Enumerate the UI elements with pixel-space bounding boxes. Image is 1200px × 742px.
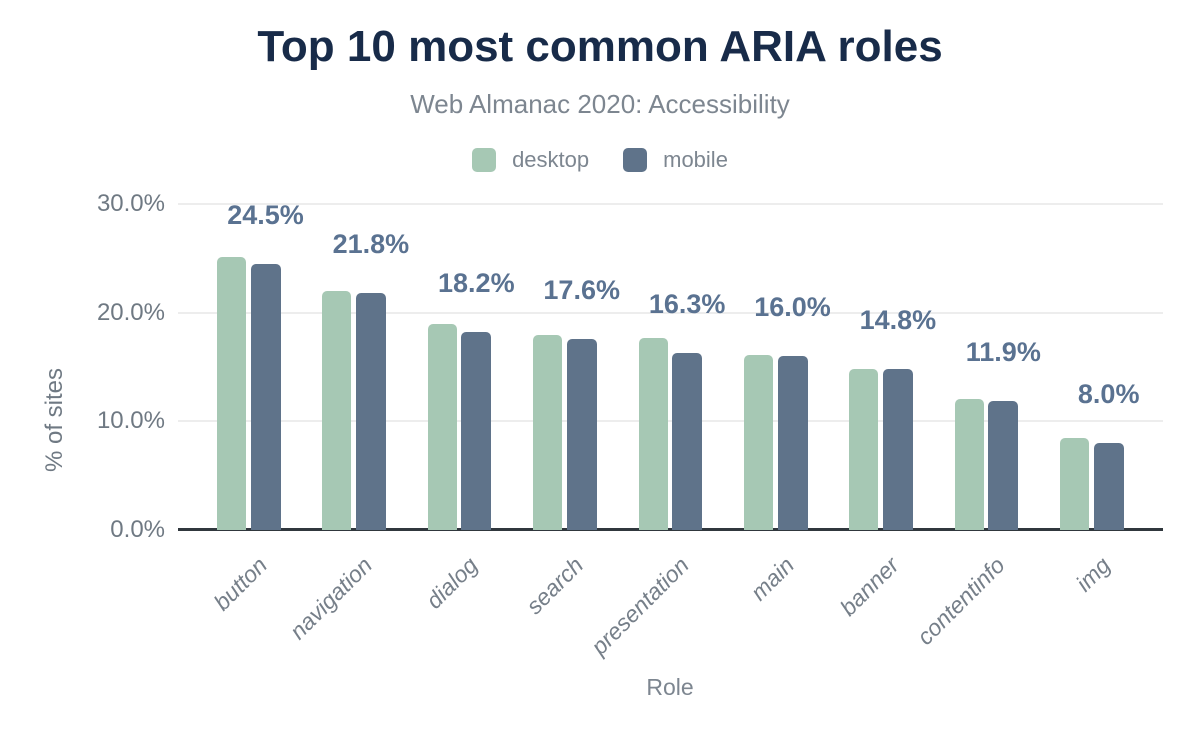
data-label-presentation: 16.3% xyxy=(648,288,726,319)
bar-mobile-button xyxy=(250,263,281,530)
x-axis-line xyxy=(178,528,1163,531)
gridline-3 xyxy=(178,203,1163,205)
bar-desktop-presentation xyxy=(638,337,668,530)
mobile-legend-label: mobile xyxy=(663,147,728,172)
x-axis-title: Role xyxy=(646,674,694,700)
data-label-contentinfo: 11.9% xyxy=(965,336,1041,367)
x-label-button: button xyxy=(208,551,272,616)
bar-mobile-banner xyxy=(882,369,913,530)
data-label-main: 16.0% xyxy=(754,292,831,323)
data-label-button: 24.5% xyxy=(227,199,304,230)
data-label-dialog: 18.2% xyxy=(438,268,515,299)
y-tick-2: 20.0% xyxy=(96,298,165,326)
chart-title: Top 10 most common ARIA roles xyxy=(257,22,943,71)
y-tick-1: 10.0% xyxy=(96,407,165,435)
bar-desktop-navigation xyxy=(322,290,352,530)
y-axis-title: % of sites xyxy=(41,367,68,473)
bar-mobile-contentinfo xyxy=(988,400,1019,530)
gridline-2 xyxy=(178,311,1163,314)
x-label-banner: banner xyxy=(835,551,905,621)
bar-mobile-search xyxy=(566,338,597,530)
bar-desktop-banner xyxy=(849,369,879,530)
data-label-search: 17.6% xyxy=(543,274,620,305)
desktop-swatch xyxy=(472,148,497,172)
bar-desktop-search xyxy=(533,335,563,530)
x-label-search: search xyxy=(520,551,588,620)
bar-desktop-button xyxy=(217,257,246,530)
data-label-banner: 14.8% xyxy=(859,305,937,336)
legend-item-desktop: desktop xyxy=(472,147,589,173)
bar-mobile-img xyxy=(1093,443,1124,530)
bar-desktop-main xyxy=(744,355,773,530)
bar-desktop-dialog xyxy=(427,323,457,530)
bar-mobile-presentation xyxy=(672,352,703,530)
x-label-main: main xyxy=(745,551,799,606)
data-label-navigation: 21.8% xyxy=(332,229,410,260)
x-label-contentinfo: contentinfo xyxy=(911,551,1010,650)
x-label-navigation: navigation xyxy=(284,551,378,645)
bar-desktop-contentinfo xyxy=(954,398,984,530)
y-tick-3: 30.0% xyxy=(96,190,165,217)
bar-mobile-dialog xyxy=(461,332,492,530)
mobile-swatch xyxy=(623,148,648,172)
legend: desktop mobile xyxy=(0,147,1200,173)
x-label-dialog: dialog xyxy=(420,551,483,614)
gridline-1 xyxy=(178,420,1163,423)
x-label-img: img xyxy=(1070,551,1115,597)
x-label-presentation: presentation xyxy=(585,551,694,660)
y-tick-0: 0.0% xyxy=(110,516,165,543)
chart-subtitle: Web Almanac 2020: Accessibility xyxy=(410,89,790,119)
bar-mobile-main xyxy=(777,356,808,530)
desktop-legend-label: desktop xyxy=(512,147,590,172)
legend-item-mobile: mobile xyxy=(623,147,728,173)
bar-desktop-img xyxy=(1060,437,1090,530)
bar-mobile-navigation xyxy=(355,293,386,530)
data-label-img: 8.0% xyxy=(1077,379,1140,410)
